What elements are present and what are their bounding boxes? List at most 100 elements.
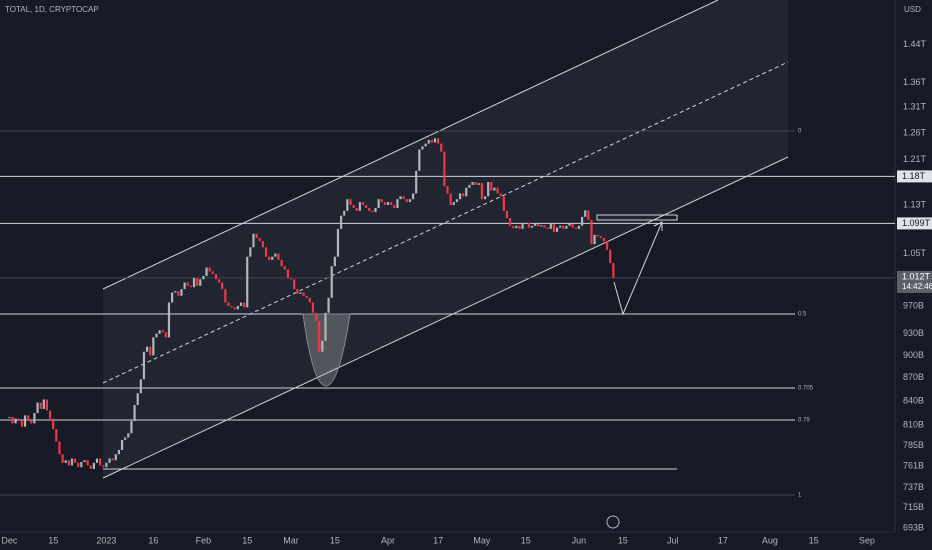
candle-body — [227, 302, 230, 306]
candle-body — [393, 205, 396, 208]
candle-body — [599, 236, 602, 239]
fib-label: 0.705 — [798, 386, 814, 392]
fib-label: 0 — [798, 129, 802, 135]
candle-body — [559, 225, 562, 228]
candle-body — [183, 282, 186, 290]
candle-body — [606, 241, 609, 250]
candle-body — [102, 465, 105, 468]
candle-body — [483, 196, 487, 200]
y-tick-label: 1.13T — [903, 199, 927, 209]
x-tick-label: Sep — [859, 535, 875, 545]
candle-body — [390, 202, 393, 206]
cup-shape — [302, 313, 351, 387]
candle-body — [145, 346, 149, 352]
candle-body — [330, 266, 333, 298]
x-tick-label: Apr — [381, 535, 395, 545]
x-tick-label: Mar — [283, 535, 299, 545]
candle-body — [149, 346, 152, 356]
candle-body — [580, 216, 584, 226]
candle-body — [352, 205, 355, 208]
candle-body — [155, 333, 158, 338]
candle-body — [124, 437, 127, 440]
candle-body — [549, 224, 552, 229]
candle-body — [587, 210, 590, 220]
candle-body — [468, 184, 471, 188]
candle-body — [64, 460, 67, 463]
candle-body — [302, 292, 305, 296]
candle-body — [574, 227, 577, 229]
last-price-label: 1.012T — [902, 271, 931, 281]
candle-body — [336, 228, 340, 257]
candle-body — [443, 151, 446, 187]
candle-body — [452, 202, 455, 206]
candle-body — [289, 277, 293, 280]
target-box — [596, 214, 678, 221]
candle-body — [546, 227, 549, 229]
candle-body — [271, 256, 274, 260]
y-tick-label: 1.36T — [903, 77, 927, 87]
candle-body — [402, 196, 405, 200]
candle-body — [374, 207, 377, 213]
candle-body — [199, 279, 202, 286]
candle-body — [189, 285, 192, 288]
y-tick-label: 761B — [903, 461, 924, 471]
candle-body — [349, 199, 352, 206]
chart-title: TOTAL, 1D, CRYPTOCAP — [5, 5, 99, 14]
candle-body — [27, 415, 30, 422]
candle-body — [42, 399, 45, 409]
candle-body — [421, 146, 424, 150]
candle-body — [502, 196, 505, 211]
candle-body — [430, 139, 433, 143]
y-tick-label: 785B — [903, 440, 924, 450]
candle-body — [230, 305, 233, 308]
candle-body — [70, 458, 74, 466]
candle-body — [308, 297, 311, 303]
last-price-tag — [897, 270, 932, 293]
candle-body — [543, 225, 546, 228]
candle-body — [496, 187, 499, 194]
candle-body — [321, 340, 324, 352]
candle-body — [593, 234, 596, 245]
candle-body — [246, 256, 249, 308]
candle-body — [164, 332, 167, 338]
y-tick-label: 870B — [903, 372, 924, 382]
candle-body — [277, 253, 280, 260]
candle-body — [11, 416, 14, 424]
candle-body — [383, 202, 387, 206]
candle-body — [437, 138, 440, 144]
axis-unit: USD — [904, 5, 921, 14]
candle-body — [433, 138, 437, 143]
candle-body — [552, 224, 555, 232]
candle-body — [355, 207, 358, 211]
fib-label: 0.5 — [798, 312, 807, 318]
candle-body — [268, 256, 271, 260]
candle-body — [127, 433, 130, 438]
candle-body — [371, 210, 374, 213]
event-icon[interactable] — [606, 515, 620, 529]
x-tick-label: 15 — [48, 535, 58, 545]
candle-body — [296, 289, 299, 294]
x-tick-label: Dec — [1, 535, 18, 545]
y-tick-label: 900B — [903, 350, 924, 360]
candle-body — [449, 193, 452, 206]
candle-body — [471, 182, 474, 185]
candle-body — [609, 249, 612, 264]
candle-body — [343, 210, 346, 216]
candle-body — [515, 225, 518, 229]
y-tick-label: 715B — [903, 502, 924, 512]
candle-body — [61, 454, 64, 463]
candle-body — [340, 215, 343, 229]
candle-body — [396, 199, 399, 208]
candle-body — [477, 183, 480, 185]
candle-body — [33, 412, 36, 424]
candle-body — [80, 461, 83, 468]
candle-body — [48, 410, 52, 419]
y-tick-label: 1.26T — [903, 127, 927, 137]
y-tick-label: 1.44T — [903, 39, 927, 49]
candle-body — [14, 418, 17, 424]
candle-body — [540, 225, 543, 227]
y-tick-label: 1.21T — [903, 154, 927, 164]
fib-label: 1 — [798, 493, 802, 499]
